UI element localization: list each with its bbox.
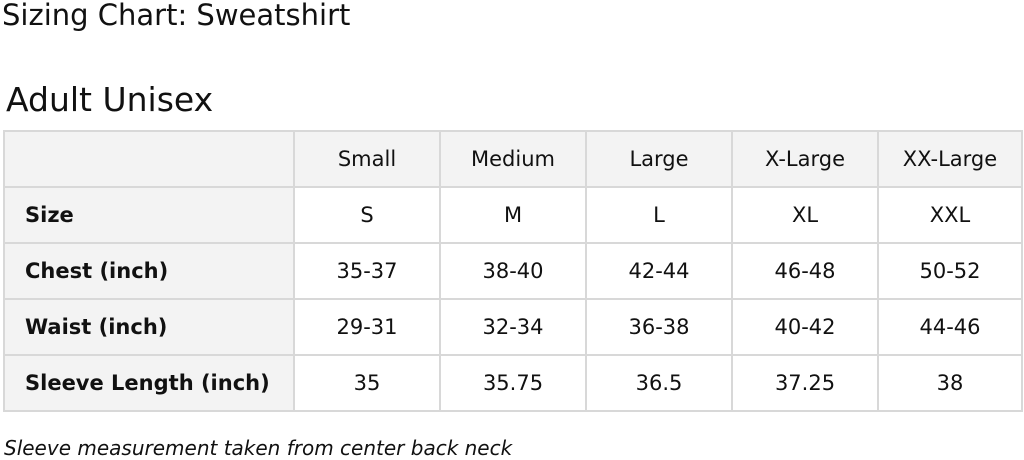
- section-title: Adult Unisex: [6, 80, 214, 119]
- table-cell: 40-42: [731, 298, 879, 356]
- column-header: Medium: [439, 130, 587, 188]
- table-cell: S: [293, 186, 441, 244]
- table-cell: XXL: [877, 186, 1023, 244]
- column-header: XX-Large: [877, 130, 1023, 188]
- column-header: Small: [293, 130, 441, 188]
- row-label: Chest (inch): [3, 242, 295, 300]
- table-cell: 35.75: [439, 354, 587, 412]
- table-cell: XL: [731, 186, 879, 244]
- row-label: Sleeve Length (inch): [3, 354, 295, 412]
- table-cell: 44-46: [877, 298, 1023, 356]
- column-header: X-Large: [731, 130, 879, 188]
- table-cell: 46-48: [731, 242, 879, 300]
- row-label: Waist (inch): [3, 298, 295, 356]
- table-cell: 35-37: [293, 242, 441, 300]
- table-cell: 36.5: [585, 354, 733, 412]
- table-cell: 50-52: [877, 242, 1023, 300]
- size-table: Small Medium Large X-Large XX-Large Size S M L XL…: [3, 130, 1023, 412]
- table-row: Chest (inch) 35-37 38-40 42-44 46-48 50-52: [3, 242, 1023, 300]
- page-title: Sizing Chart: Sweatshirt: [2, 0, 351, 32]
- table-cell: 38: [877, 354, 1023, 412]
- table-cell: 42-44: [585, 242, 733, 300]
- header-row: Small Medium Large X-Large XX-Large: [3, 130, 1023, 188]
- column-header: [3, 130, 295, 188]
- row-label: Size: [3, 186, 295, 244]
- table-cell: 32-34: [439, 298, 587, 356]
- table-cell: 37.25: [731, 354, 879, 412]
- table-cell: 36-38: [585, 298, 733, 356]
- table-cell: L: [585, 186, 733, 244]
- table-cell: M: [439, 186, 587, 244]
- table-cell: 29-31: [293, 298, 441, 356]
- column-header: Large: [585, 130, 733, 188]
- table-row: Sleeve Length (inch) 35 35.75 36.5 37.25 38: [3, 354, 1023, 412]
- table-row: Size S M L XL XXL: [3, 186, 1023, 244]
- table-row: Waist (inch) 29-31 32-34 36-38 40-42 44-46: [3, 298, 1023, 356]
- footnote: Sleeve measurement taken from center bac…: [4, 436, 513, 460]
- table-cell: 35: [293, 354, 441, 412]
- table-cell: 38-40: [439, 242, 587, 300]
